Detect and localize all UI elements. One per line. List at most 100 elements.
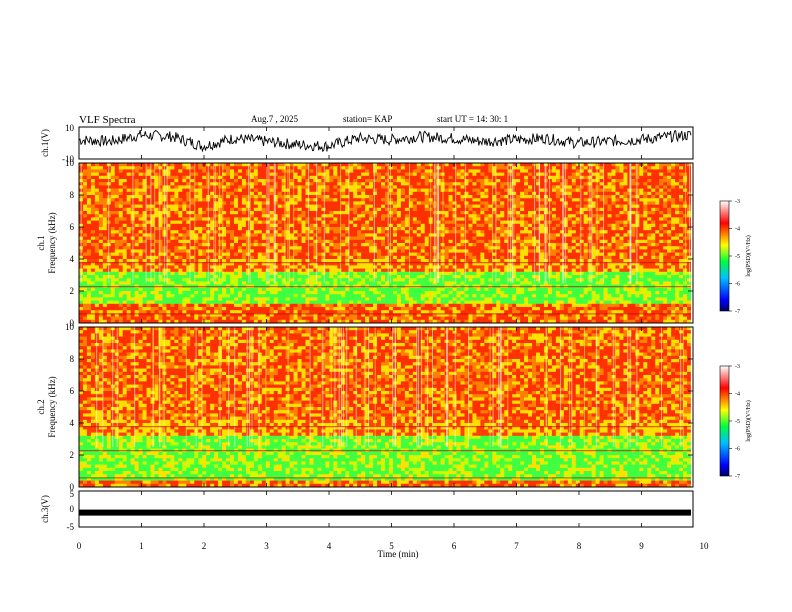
spectrogram-cell: [333, 243, 338, 247]
spectrogram-cell: [460, 252, 465, 257]
spectrogram-cell: [305, 179, 310, 183]
spectrogram-cell: [484, 163, 489, 167]
spectrogram-cell: [679, 217, 684, 221]
spectrogram-cell: [575, 236, 581, 241]
spectrogram-cell: [289, 220, 294, 225]
spectrogram-cell: [361, 204, 366, 209]
spectrogram-cell: [309, 191, 314, 196]
spectrogram-cell: [98, 262, 104, 266]
spectrogram-cell: [301, 236, 306, 241]
spectrogram-cell: [194, 169, 199, 173]
spectrogram-cell: [555, 217, 561, 221]
spectrogram-cell: [659, 236, 664, 241]
spectrogram-cell: [94, 166, 100, 170]
spectrogram-cell: [249, 249, 255, 253]
spectrogram-cell: [337, 207, 342, 212]
spectrogram-cell: [536, 201, 541, 205]
spectrogram-cell: [679, 214, 684, 218]
spectrogram-cell: [313, 201, 318, 205]
spectrogram-cell: [102, 227, 108, 231]
spectrogram-cell: [325, 259, 330, 263]
spectrogram-cell: [281, 239, 286, 244]
spectrogram-cell: [452, 259, 457, 263]
spectrogram-cell: [241, 195, 247, 199]
spectrogram-cell: [86, 217, 92, 221]
spectrogram-cell: [591, 191, 596, 196]
spectrogram-cell: [102, 166, 108, 170]
spectrogram-cell: [635, 179, 640, 183]
spectrogram-cell: [138, 182, 143, 186]
spectrogram-cell: [134, 223, 139, 228]
spectrogram-cell: [420, 230, 426, 234]
spectrogram-cell: [245, 220, 251, 225]
spectrogram-cell: [154, 191, 159, 196]
spectrogram-cell: [663, 223, 668, 228]
spectrogram-cell: [86, 207, 92, 212]
spectrogram-cell: [472, 195, 477, 199]
spectrogram-cell: [353, 246, 358, 250]
spectrogram-cell: [404, 188, 410, 193]
spectrogram-cell: [170, 236, 175, 241]
spectrogram-cell: [214, 204, 219, 209]
spectrogram-cell: [460, 239, 465, 244]
spectrogram-cell: [400, 191, 406, 196]
spectrogram-cell: [241, 214, 247, 218]
spectrogram-cell: [484, 230, 489, 234]
spectrogram-cell: [233, 188, 239, 193]
spectrogram-cell: [233, 249, 239, 253]
spectrogram-cell: [456, 169, 461, 173]
spectrogram-cell: [361, 198, 366, 202]
spectrogram-cell: [98, 217, 104, 221]
spectrogram-cell: [265, 252, 271, 257]
spectrogram-cell: [226, 198, 231, 202]
spectrogram-cell: [237, 214, 243, 218]
spectrogram-cell: [218, 169, 223, 173]
spectrogram-cell: [269, 220, 275, 225]
spectrogram-cell: [194, 220, 199, 225]
spectrogram-cell: [253, 201, 259, 205]
spectrogram-cell: [277, 214, 282, 218]
spectrogram-cell: [230, 217, 235, 221]
spectrogram-cell: [392, 259, 398, 263]
spectrogram-cell: [253, 185, 259, 189]
spectrogram-cell: [118, 179, 124, 183]
spectrogram-cell: [277, 246, 282, 250]
spectrogram-cell: [492, 163, 497, 167]
spectrogram-cell: [218, 239, 223, 244]
spectrogram-cell: [603, 214, 608, 218]
spectrogram-cell: [142, 191, 147, 196]
spectrogram-cell: [277, 239, 282, 244]
spectrogram-cell: [102, 207, 108, 212]
spectrogram-cell: [281, 211, 286, 215]
spectrogram-cell: [86, 204, 92, 209]
spectrogram-cell: [484, 249, 489, 253]
spectrogram-cell: [551, 172, 557, 177]
spectrogram-cell: [448, 211, 453, 215]
spectrogram-cell: [281, 243, 286, 247]
spectrogram-cell: [607, 230, 612, 234]
spectrogram-cell: [249, 246, 255, 250]
spectrogram-cell: [460, 179, 465, 183]
spectrogram-cell: [385, 243, 390, 247]
spectrogram-cell: [551, 252, 557, 257]
spectrogram-cell: [619, 185, 624, 189]
spectrogram-cell: [309, 265, 314, 269]
spectrogram-cell: [301, 163, 306, 167]
spectrogram-cell: [174, 233, 179, 237]
spectrogram-cell: [158, 246, 163, 250]
spectrogram-cell: [388, 207, 394, 212]
spectrogram-cell: [142, 262, 147, 266]
spectrogram-cell: [90, 166, 96, 170]
spectrogram-cell: [237, 236, 243, 241]
spectrogram-cell: [420, 163, 426, 167]
spectrogram-cell: [555, 201, 561, 205]
spectrogram-cell: [488, 207, 493, 212]
spectrogram-cell: [659, 201, 664, 205]
spectrogram-cell: [408, 175, 414, 180]
spectrogram-cell: [373, 211, 378, 215]
spectrogram-cell: [528, 163, 533, 167]
spectrogram-cell: [273, 255, 278, 260]
spectrogram-cell: [241, 201, 247, 205]
spectrogram-cell: [659, 211, 664, 215]
spectrogram-cell: [671, 204, 676, 209]
